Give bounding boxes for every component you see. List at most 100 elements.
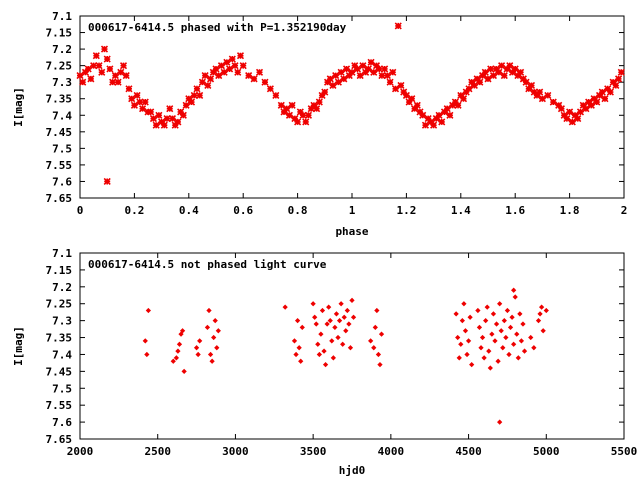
- data-point: [479, 334, 486, 341]
- data-point: [386, 78, 394, 86]
- data-point: [173, 355, 179, 361]
- data-point: [261, 78, 269, 86]
- y-tick-label: 7.2: [52, 43, 72, 56]
- data-point: [187, 98, 196, 106]
- data-point: [109, 78, 117, 86]
- data-point: [514, 71, 522, 80]
- data-point: [453, 311, 459, 317]
- data-point: [330, 355, 336, 361]
- data-point: [497, 419, 503, 425]
- x-tick-label: 1.4: [451, 204, 471, 217]
- data-point: [469, 361, 475, 368]
- data-point: [231, 62, 239, 70]
- data-point: [511, 287, 517, 293]
- data-point: [340, 75, 348, 83]
- data-point: [432, 115, 440, 123]
- data-point: [421, 121, 430, 129]
- data-point: [185, 95, 193, 103]
- data-point: [537, 311, 543, 317]
- data-point: [177, 108, 185, 116]
- data-point: [234, 68, 242, 76]
- data-point: [236, 52, 245, 60]
- x-tick-label: 5000: [533, 445, 560, 458]
- data-point: [168, 115, 177, 123]
- y-tick-label: 7.6: [52, 416, 72, 429]
- x-axis-label: phase: [335, 225, 368, 238]
- data-point: [166, 105, 174, 113]
- data-point: [593, 98, 601, 106]
- data-point: [377, 361, 383, 368]
- data-point: [509, 314, 515, 320]
- data-point: [493, 321, 500, 327]
- data-point: [427, 118, 435, 126]
- y-tick-label: 7.3: [52, 315, 72, 328]
- data-point: [338, 301, 344, 307]
- data-point: [198, 78, 206, 86]
- data-point: [291, 115, 299, 123]
- y-tick-label: 7.15: [46, 27, 73, 40]
- data-point: [504, 307, 511, 314]
- data-point: [538, 95, 546, 103]
- data-point: [507, 324, 514, 331]
- data-point: [585, 98, 593, 106]
- data-point: [478, 71, 487, 80]
- data-point: [313, 321, 319, 327]
- y-tick-label: 7.15: [46, 264, 73, 277]
- data-point: [342, 65, 351, 73]
- data-point: [299, 324, 305, 331]
- data-point: [468, 78, 476, 86]
- data-point: [397, 81, 405, 90]
- data-point: [362, 68, 370, 76]
- data-point: [413, 101, 421, 109]
- data-point: [152, 121, 160, 129]
- data-point: [351, 62, 359, 70]
- data-point: [348, 68, 356, 76]
- data-point: [521, 348, 528, 354]
- data-point: [196, 91, 204, 99]
- data-point: [310, 101, 318, 109]
- data-point: [497, 301, 503, 307]
- data-point: [103, 55, 111, 63]
- data-point: [193, 85, 201, 93]
- data-point: [557, 105, 566, 113]
- y-tick-label: 7.1: [52, 10, 72, 23]
- data-point: [462, 328, 469, 334]
- data-point: [475, 307, 481, 314]
- data-point: [176, 341, 183, 347]
- data-point: [158, 118, 166, 126]
- data-point: [138, 105, 147, 113]
- data-point: [612, 81, 620, 90]
- data-point: [503, 334, 509, 341]
- data-point: [464, 351, 470, 358]
- data-point: [462, 88, 470, 96]
- y-tick-label: 7.45: [46, 365, 73, 378]
- data-point: [481, 68, 489, 76]
- data-point: [456, 355, 462, 361]
- data-point: [576, 108, 585, 116]
- data-point: [223, 58, 231, 66]
- data-point: [327, 318, 333, 324]
- data-point: [296, 345, 302, 351]
- data-point: [117, 68, 125, 76]
- data-point: [374, 307, 380, 314]
- data-point: [239, 62, 247, 70]
- y-tick-label: 7.25: [46, 298, 73, 311]
- x-tick-label: 1.2: [396, 204, 416, 217]
- x-tick-label: 0: [77, 204, 84, 217]
- data-point: [538, 304, 545, 310]
- plot-frame: [79, 15, 625, 199]
- data-point: [315, 98, 323, 106]
- data-point: [182, 101, 190, 109]
- x-tick-label: 2: [621, 204, 628, 217]
- data-point: [492, 65, 500, 73]
- y-tick-label: 7.65: [46, 433, 73, 446]
- data-point: [207, 351, 214, 358]
- data-point: [566, 108, 574, 116]
- data-point: [312, 314, 318, 320]
- data-point: [370, 68, 378, 76]
- data-point: [346, 321, 352, 327]
- data-point: [106, 65, 114, 73]
- data-point: [335, 334, 341, 341]
- data-point: [299, 111, 307, 119]
